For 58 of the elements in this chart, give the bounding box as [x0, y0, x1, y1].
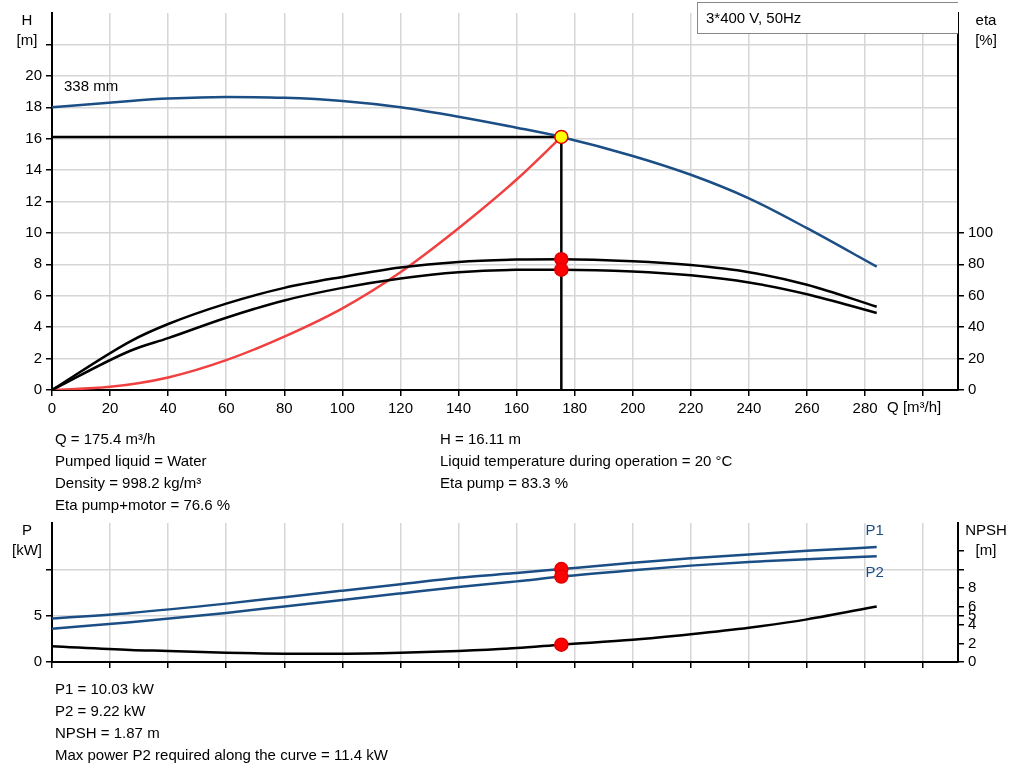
x-tick-label: 240 [736, 399, 762, 417]
y2-axis-title: NPSH [m] [965, 521, 1007, 559]
y2-tick-label: 40 [968, 317, 985, 335]
x-tick-label: 140 [446, 399, 472, 417]
x-tick-label: 100 [329, 399, 355, 417]
x-tick-label: 220 [678, 399, 704, 417]
y2-tick-label: 80 [968, 254, 985, 272]
y2-axis-title: eta [%] [975, 11, 998, 49]
text: Max power P2 required along the curve = 11.4 kW [55, 745, 388, 765]
y-tick-label: 10 [25, 223, 42, 241]
x-axis-title: Q [m³/h] [887, 398, 942, 416]
text: P1 = 10.03 kW [55, 679, 154, 699]
y2-tick-label: 0 [968, 380, 977, 398]
y2-tick-label: 20 [968, 348, 985, 366]
x-tick-label: 160 [504, 399, 530, 417]
y2-tick-label: 0 [968, 652, 977, 670]
y2-tick-label: 60 [968, 285, 985, 303]
x-tick-label: 20 [101, 399, 119, 417]
y-tick-label: 8 [33, 254, 42, 272]
text: H = 16.11 m [440, 429, 522, 449]
x-tick-label: 280 [852, 399, 878, 417]
text: Density = 998.2 kg/m³ [55, 473, 202, 493]
x-tick-label: 0 [47, 399, 57, 417]
series-label: P1 [865, 521, 884, 539]
text: Pumped liquid = Water [55, 451, 207, 471]
y-tick-label: 18 [25, 97, 42, 115]
y-tick-label: 12 [25, 191, 42, 209]
y-axis-title: H [m] [16, 11, 38, 49]
x-tick-label: 180 [562, 399, 588, 417]
y-tick-label: 5 [33, 605, 42, 623]
series-label: 338 mm [64, 77, 119, 95]
y-tick-label: 4 [33, 317, 42, 335]
text: P2 = 9.22 kW [55, 701, 146, 721]
y-tick-label: 6 [33, 285, 42, 303]
title-box: 3*400 V, 50Hz [697, 2, 958, 34]
text: NPSH = 1.87 m [55, 723, 160, 743]
y-tick-label: 0 [33, 380, 42, 398]
y2-tick-label: 8 [968, 578, 977, 596]
x-tick-label: 60 [217, 399, 235, 417]
text: Liquid temperature during operation = 20 °C [440, 451, 733, 471]
text: Eta pump = 83.3 % [440, 473, 568, 493]
x-tick-label: 40 [159, 399, 177, 417]
text: Q = 175.4 m³/h [55, 429, 156, 449]
y-tick-label: 20 [25, 65, 42, 83]
y2-tick-label: 100 [968, 223, 994, 241]
x-tick-label: 260 [794, 399, 820, 417]
x-tick-label: 200 [620, 399, 646, 417]
x-tick-label: 80 [275, 399, 293, 417]
series-label: P2 [865, 562, 884, 580]
y-axis-title: P [kW] [12, 521, 42, 559]
y-tick-label: 2 [33, 348, 42, 366]
y-tick-label: 0 [33, 652, 42, 670]
y-tick-label: 16 [25, 128, 42, 146]
y-tick-label: 14 [25, 160, 42, 178]
line-series [52, 95, 878, 268]
x-tick-label: 120 [387, 399, 413, 417]
text: Eta pump+motor = 76.6 % [55, 495, 231, 515]
y2-tick-label: 2 [968, 633, 977, 651]
